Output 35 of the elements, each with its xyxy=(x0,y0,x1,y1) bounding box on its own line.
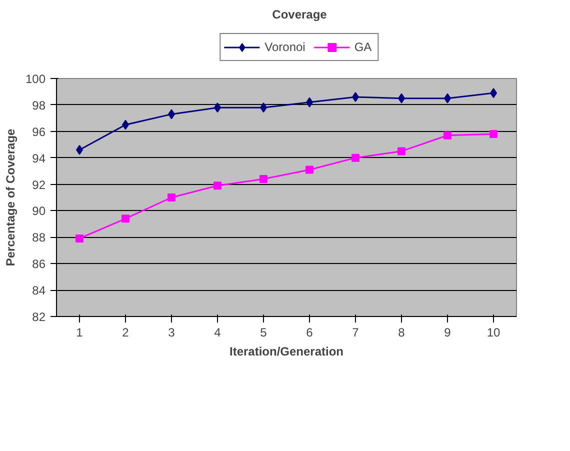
point xyxy=(260,174,268,183)
x-tick-label: 9 xyxy=(444,326,452,340)
x-tick-label: 3 xyxy=(168,326,176,340)
x-tick-label: 8 xyxy=(398,326,406,340)
y-axis-title: Percentage of Coverage xyxy=(3,128,18,266)
point xyxy=(76,234,84,242)
y-tick-label: 88 xyxy=(32,230,46,245)
x-tick-label: 10 xyxy=(486,326,500,340)
chart-title: Coverage xyxy=(272,8,328,22)
point xyxy=(122,214,130,223)
y-tick-label: 90 xyxy=(32,204,46,218)
x-tick-label: 5 xyxy=(260,326,268,340)
x-axis-title: Iteration/Generation xyxy=(229,344,344,358)
x-tick-label: 1 xyxy=(76,326,84,340)
y-tick-label: 86 xyxy=(32,257,46,272)
y-tick-label: 98 xyxy=(32,98,46,112)
x-tick-label: 2 xyxy=(122,326,130,340)
legend-label: GA xyxy=(354,40,373,54)
y-tick-label: 96 xyxy=(32,124,46,139)
point xyxy=(214,182,222,190)
point xyxy=(490,130,498,138)
point xyxy=(398,147,406,156)
y-tick-label: 100 xyxy=(25,72,46,86)
x-tick-label: 4 xyxy=(214,326,222,340)
y-tick-label: 92 xyxy=(32,178,46,192)
point xyxy=(168,194,176,202)
x-tick-label: 6 xyxy=(306,326,314,340)
y-tick-label: 94 xyxy=(32,151,46,166)
point xyxy=(352,154,360,162)
point xyxy=(444,131,452,140)
legend-label: Voronoi xyxy=(264,40,306,54)
y-tick-label: 84 xyxy=(32,284,46,298)
x-tick-label: 7 xyxy=(352,326,360,340)
point xyxy=(306,166,314,174)
y-tick-label: 82 xyxy=(32,310,46,324)
